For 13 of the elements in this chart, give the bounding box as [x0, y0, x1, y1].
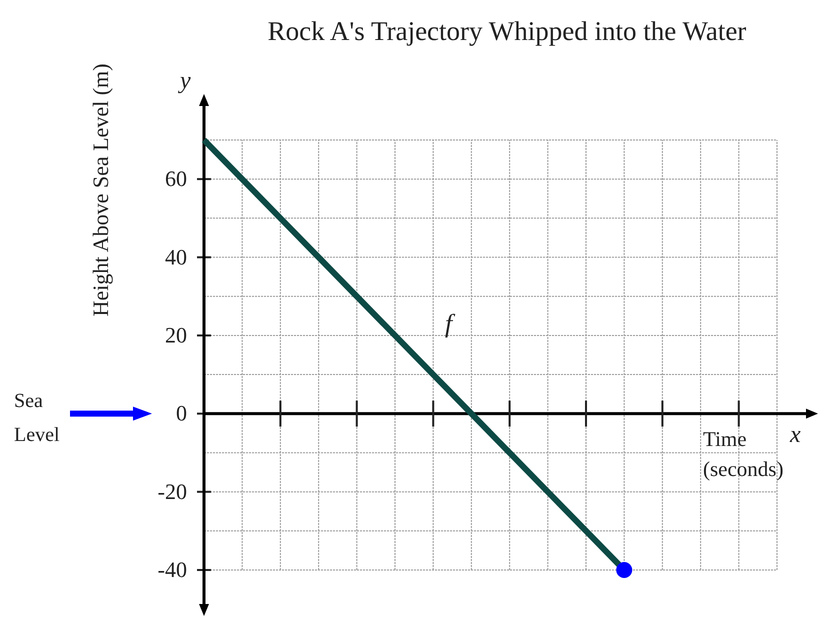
chart-title: Rock A's Trajectory Whipped into the Water	[268, 16, 746, 46]
x-axis-title: Time (seconds)	[703, 427, 784, 481]
y-axis-title: Height Above Sea Level (m)	[88, 64, 113, 316]
annotation: f	[445, 309, 456, 338]
y-tick-label: 60	[165, 166, 187, 192]
text: x	[789, 422, 801, 448]
text: y	[178, 68, 191, 94]
y-tick-label: 40	[165, 244, 187, 270]
y-tick-label: -40	[158, 557, 187, 582]
y-tick-label: 20	[165, 322, 187, 348]
y-tick-label: -20	[158, 478, 187, 504]
y-tick-label: 0	[176, 400, 187, 426]
text: Sea Level	[14, 390, 60, 446]
